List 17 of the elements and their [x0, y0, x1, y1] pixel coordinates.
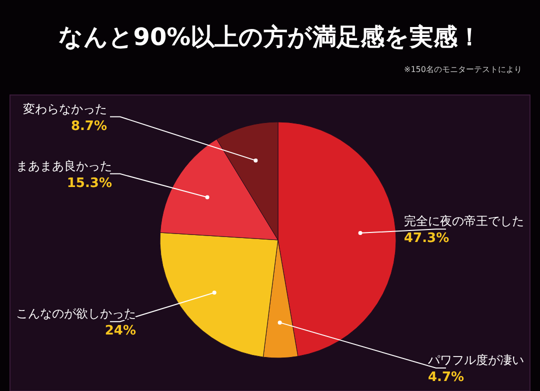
- pie-slice: [216, 122, 278, 240]
- pie-slice: [262, 240, 298, 358]
- data-label: 15.3%: [66, 176, 112, 191]
- data-label: 47.3%: [404, 231, 450, 246]
- slice-label: パワフル度が凄い: [427, 352, 524, 367]
- data-label: 24%: [104, 324, 136, 339]
- data-label: 8.7%: [70, 118, 107, 134]
- slice-label: 完全に夜の帝王でした: [404, 214, 524, 228]
- text: ※150名のモニターテストにより: [404, 65, 522, 74]
- chart-title: なんと90%以上の方が満足感を実感！: [58, 23, 482, 51]
- slice-label: 変わらなかった: [23, 102, 107, 116]
- pie-slice: [160, 232, 278, 358]
- slice-label: こんなのが欲しかった: [16, 306, 136, 321]
- slice-label: まあまあ良かった: [16, 158, 112, 173]
- pie-slice: [160, 138, 278, 240]
- pie-slice: [278, 122, 396, 357]
- data-label: 4.7%: [428, 370, 464, 385]
